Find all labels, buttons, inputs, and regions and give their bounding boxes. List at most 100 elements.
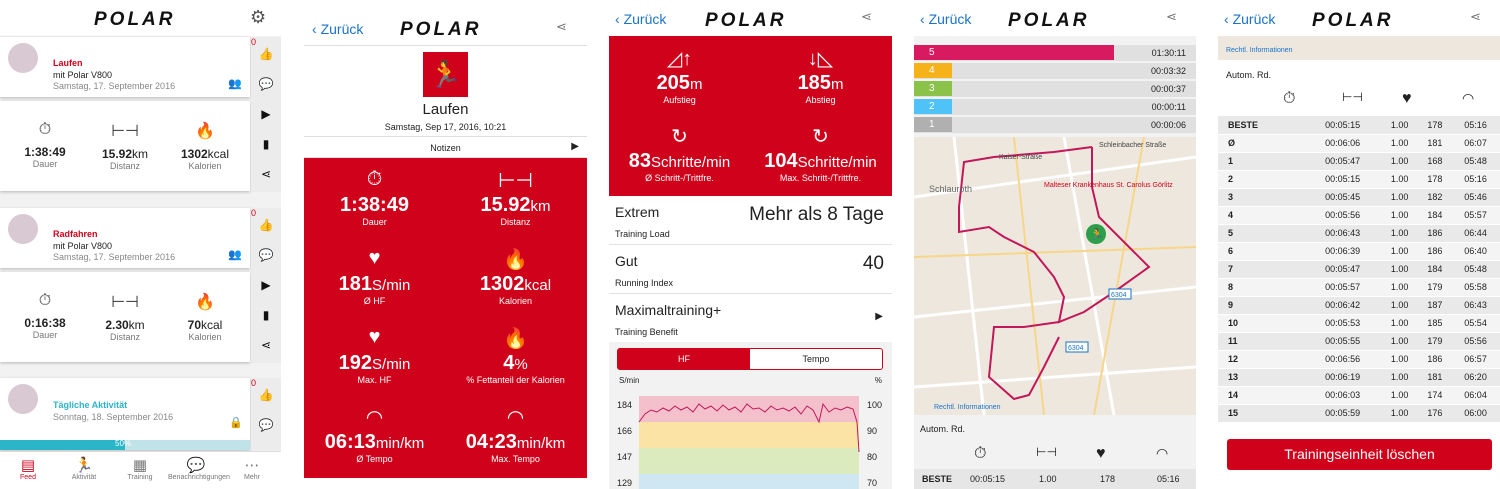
distance-icon: ⊢⊣ [1342,90,1363,104]
lap-row: 5 00:06:43 1.00 186 06:44 [1218,224,1500,243]
cadence-icon: ↻ [812,126,829,148]
sport-title: Laufen [422,101,469,118]
activity-device: mit Polar V800 [53,70,113,80]
notifications-icon: 💬 [186,457,206,474]
chart-unit-right: % [874,376,882,385]
activity-card-daily[interactable]: Tägliche Aktivität Sonntag, 18. Septembe… [0,378,250,450]
share-icon[interactable]: ⋖ [861,9,872,24]
detail-header: ‹ Zurück POLAR ⋖ [304,0,587,46]
feed-header: POLAR ⚙ [0,0,281,36]
tick-right-2: 80 [867,452,877,462]
zone-row: 4 00:03:32 [914,63,1196,79]
lap-row: BESTE 00:05:15 1.00 178 05:16 [1218,116,1500,135]
like-count: 0 [251,37,257,47]
like-count: 0 [251,378,257,388]
like-icon[interactable]: 👍 [258,47,274,61]
settings-gear-icon[interactable]: ⚙ [250,7,267,27]
runner-icon: 🏃 [1090,228,1104,241]
group-icon: 👥 [228,249,242,261]
distance-stat: ⊢⊣ 15.92km Distanz [95,121,155,171]
road-label: 6304 [1111,292,1127,299]
avatar [8,43,38,73]
route-map[interactable]: Schlauroth Malteser Krankenhaus St. Caro… [914,137,1196,415]
legal-link[interactable]: Rechtl. Informationen [1226,47,1293,54]
distance-icon: ⊢⊣ [111,123,139,140]
tab-aktivität[interactable]: 🏃 Aktivität [56,456,112,481]
elevation-cadence-panel: ◿↑ 205m Aufstieg ↓◺ 185m Abstieg ↻ 83Schritte/m… [609,36,892,196]
lap-row: Ø 00:06:06 1.00 181 06:07 [1218,134,1500,153]
share-icon[interactable]: ⋖ [556,19,567,34]
notes-row[interactable]: Notizen ▶ [304,136,587,158]
play-icon[interactable]: ▶ [261,278,271,292]
comment-icon[interactable]: 💬 [258,418,274,432]
chevron-left-icon: ‹ [312,21,321,37]
back-button[interactable]: ‹ Zurück [920,11,972,27]
auto-laps-label: Autom. Rd. [1226,70,1272,80]
hr-line [638,402,860,453]
delete-session-button[interactable]: Trainingseinheit löschen [1227,439,1492,470]
tab-benachrichtigungen[interactable]: 💬 Benachrichtigungen [168,457,230,481]
share-icon[interactable]: ⋖ [260,338,272,352]
route-map-screen: ‹ Zurück POLAR ⋖ 5 01:30:11 4 00:03:32 3 00:0… [914,0,1196,489]
tab-training[interactable]: ▦ Training [112,456,168,481]
share-icon[interactable]: ⋖ [260,167,272,181]
tab-hf[interactable]: HF [618,349,750,369]
lap-row: 3 00:05:45 1.00 182 05:46 [1218,188,1500,207]
tick-right-3: 70 [867,478,877,488]
tick-right-1: 90 [867,426,877,436]
zone-row: 1 00:00:06 [914,117,1196,133]
cadence-icon: ↻ [671,126,688,148]
metric-row[interactable]: Maximaltraining+ Training Benefit ▶ [609,294,892,343]
stat-kalorien: 🔥 1302kcal Kalorien [445,247,586,306]
lap-row: 11 00:05:55 1.00 179 05:56 [1218,332,1500,351]
comment-icon[interactable]: 💬 [258,77,274,91]
lap-row: 14 00:06:03 1.00 174 06:04 [1218,386,1500,405]
activity-card-running[interactable]: Laufen mit Polar V800 Samstag, 17. Septe… [0,37,250,97]
chevron-right-icon: ▶ [875,311,883,322]
polar-logo: POLAR [1008,10,1090,31]
chevron-left-icon: ‹ [615,11,624,27]
activity-summary-running[interactable]: ⏱ 1:38:49 Dauer ⊢⊣ 15.92km Distanz 🔥 1302kcal… [0,101,250,191]
stopwatch-icon: ⏱ [1283,90,1296,107]
lap-row: 6 00:06:39 1.00 186 06:40 [1218,242,1500,261]
lap-row: 10 00:05:53 1.00 185 05:54 [1218,314,1500,333]
calories-stat: 🔥 70kcal Kalorien [175,292,235,342]
street-label: Schlauroth [929,184,972,194]
tab-feed[interactable]: ▤ Feed [0,456,56,481]
metric-row: Gut 40 Running Index [609,245,892,294]
like-count: 0 [251,208,257,218]
gauge-icon: ◠ [1156,445,1169,461]
stats-icon[interactable]: ▮ [262,308,270,322]
metric-row: Extrem Mehr als 8 Tage Training Load [609,196,892,245]
tab-tempo[interactable]: Tempo [802,354,830,364]
share-icon[interactable]: ⋖ [1470,9,1481,24]
activity-actions: 0 👍 💬 [251,378,281,450]
tick-left-1: 166 [617,426,632,436]
activity-summary-cycling[interactable]: ⏱ 0:16:38 Dauer ⊢⊣ 2.30km Distanz 🔥 70kcal Kal… [0,272,250,362]
chevron-left-icon: ‹ [1224,11,1233,27]
legal-link[interactable]: Rechtl. Informationen [934,404,1001,411]
hr-chart: 184 166 147 129 100 90 80 70 [617,396,882,489]
chevron-right-icon: ▶ [571,141,579,152]
tab-mehr[interactable]: ⋯ Mehr [224,456,280,481]
hr-zones: 5 01:30:11 4 00:03:32 3 00:00:37 2 00:00:11 1 00:… [914,45,1196,135]
stat-max-schritt-trittfre-: ↻ 104Schritte/min Max. Schritt-/Trittfre. [750,124,891,183]
session-datetime: Samstag, Sep 17, 2016, 10:21 [384,122,507,132]
stat--tempo: ◠ 06:13min/km Ø Tempo [304,405,445,464]
ascent-icon: ◿↑ [666,48,693,70]
stat-aufstieg: ◿↑ 205m Aufstieg [609,46,750,105]
chart-tab-switch: HF Tempo [617,348,883,370]
play-icon[interactable]: ▶ [261,107,271,121]
hr-chart-area: HF Tempo S/min % 184 166 147 129 100 90 … [609,342,892,489]
like-icon[interactable]: 👍 [258,388,274,402]
detail-header: ‹ Zurück POLAR ⋖ [609,0,892,36]
comment-icon[interactable]: 💬 [258,248,274,262]
back-button[interactable]: ‹ Zurück [615,11,667,27]
like-icon[interactable]: 👍 [258,218,274,232]
back-button[interactable]: ‹ Zurück [1224,11,1276,27]
zone-row: 5 01:30:11 [914,45,1196,61]
activity-card-cycling[interactable]: Radfahren mit Polar V800 Samstag, 17. Se… [0,208,250,268]
back-button[interactable]: ‹ Zurück [312,21,364,37]
stats-icon[interactable]: ▮ [262,137,270,151]
share-icon[interactable]: ⋖ [1166,9,1177,24]
